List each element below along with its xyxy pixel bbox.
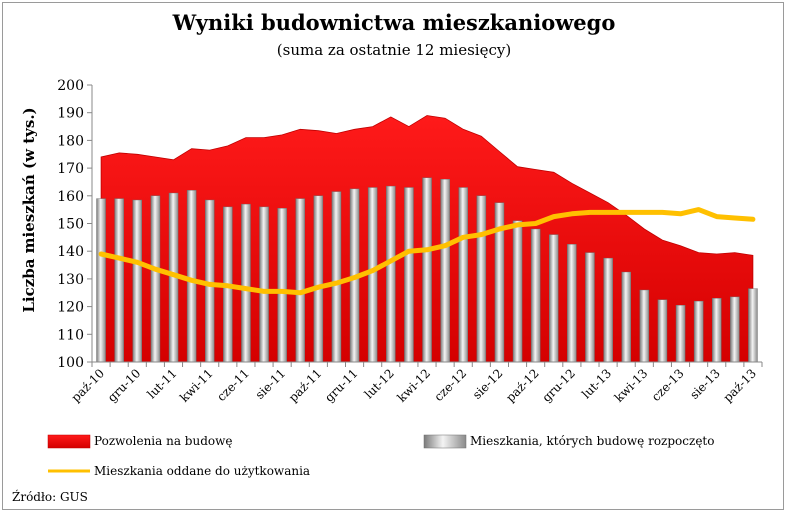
legend-swatch-started <box>423 434 467 449</box>
legend-label: Mieszkania, których budowę rozpoczęto <box>470 434 714 448</box>
bar-started-kwi-11 <box>204 199 215 363</box>
x-tick-label: kwi-12 <box>394 366 433 405</box>
y-tick-label: 100 <box>57 355 84 371</box>
y-tick-label: 150 <box>57 217 84 233</box>
y-tick-label: 140 <box>57 244 84 260</box>
x-tick-label: gru-12 <box>539 366 578 405</box>
x-tick-label: sie-11 <box>253 366 289 402</box>
bar-started-sty-12 <box>367 187 378 363</box>
legend-swatch-permits <box>47 434 91 449</box>
x-tick-label: kwi-13 <box>612 366 651 405</box>
y-tick-label: 200 <box>57 78 84 94</box>
series-line-completed <box>98 207 756 296</box>
legend-label: Mieszkania oddane do użytkowania <box>94 464 310 478</box>
x-tick-label: kwi-11 <box>177 366 216 405</box>
y-tick-label: 130 <box>57 272 84 288</box>
x-tick-label: cze-11 <box>214 366 252 404</box>
y-tick-label: 180 <box>57 133 84 149</box>
bar-started-sie-13 <box>712 298 722 363</box>
x-tick-label: paź-12 <box>503 366 542 405</box>
y-tick-label: 160 <box>57 189 84 205</box>
bar-started-maj-12 <box>440 178 450 363</box>
bar-started-cze-12 <box>458 187 469 363</box>
bar-started-gru-12 <box>567 244 577 363</box>
bar-started-paź-10 <box>96 198 106 363</box>
x-tick-label: gru-10 <box>105 366 144 405</box>
y-tick-label: 120 <box>57 300 84 316</box>
x-tick-label: lut-13 <box>579 366 614 401</box>
bar-started-paź-11 <box>313 195 324 363</box>
y-tick-label: 170 <box>57 161 84 177</box>
bar-started-lip-13 <box>693 300 704 363</box>
bar-started-paź-12 <box>530 228 541 363</box>
chart-title: Wyniki budownictwa mieszkaniowego <box>172 10 616 35</box>
bar-started-lut-12 <box>386 185 396 363</box>
x-tick-label: lut-11 <box>144 366 179 401</box>
bar-started-mar-12 <box>404 187 414 363</box>
x-tick-label: paź-11 <box>286 366 325 405</box>
bar-started-wrz-12 <box>512 220 523 363</box>
bar-started-lis-11 <box>331 191 342 363</box>
x-tick-label: cze-13 <box>649 366 687 404</box>
bar-started-lip-12 <box>476 195 487 363</box>
plot-area <box>96 115 758 363</box>
y-axis-label: Liczba mieszkań (w tys.) <box>20 107 38 312</box>
bar-started-sie-11 <box>277 208 287 363</box>
bar-started-lut-13 <box>603 257 613 363</box>
x-tick-label: gru-11 <box>322 366 361 405</box>
bar-started-maj-13 <box>657 299 668 363</box>
x-tick-label: cze-12 <box>432 366 470 404</box>
bar-started-kwi-12 <box>422 177 432 363</box>
bar-started-paź-13 <box>748 288 758 363</box>
source-note: Źródło: GUS <box>12 489 88 504</box>
bar-started-wrz-13 <box>730 296 740 363</box>
bar-started-lis-12 <box>549 234 559 363</box>
legend: Pozwolenia na budowę Mieszkania, których … <box>47 434 714 478</box>
bar-started-kwi-13 <box>639 289 650 363</box>
legend-label: Pozwolenia na budowę <box>94 434 233 448</box>
bar-started-mar-13 <box>621 271 632 363</box>
chart-subtitle: (suma za ostatnie 12 miesięcy) <box>277 41 511 59</box>
x-tick-label: sie-12 <box>470 366 506 402</box>
bar-started-mar-11 <box>186 190 197 363</box>
bar-started-lip-11 <box>259 206 269 363</box>
bar-started-sty-11 <box>150 195 161 363</box>
x-tick-label: sie-13 <box>687 366 723 402</box>
x-tick-label: lut-12 <box>362 366 397 401</box>
y-tick-label: 110 <box>57 327 84 343</box>
bar-started-cze-11 <box>241 203 251 363</box>
bar-started-cze-13 <box>675 305 686 363</box>
bar-started-gru-10 <box>132 199 142 363</box>
bar-started-wrz-11 <box>295 198 306 363</box>
bar-started-lis-10 <box>114 198 124 363</box>
x-tick-label: paź-13 <box>721 366 760 405</box>
x-tick-label: paź-10 <box>69 366 108 405</box>
y-tick-label: 190 <box>57 106 84 122</box>
bar-started-sty-13 <box>585 252 595 363</box>
